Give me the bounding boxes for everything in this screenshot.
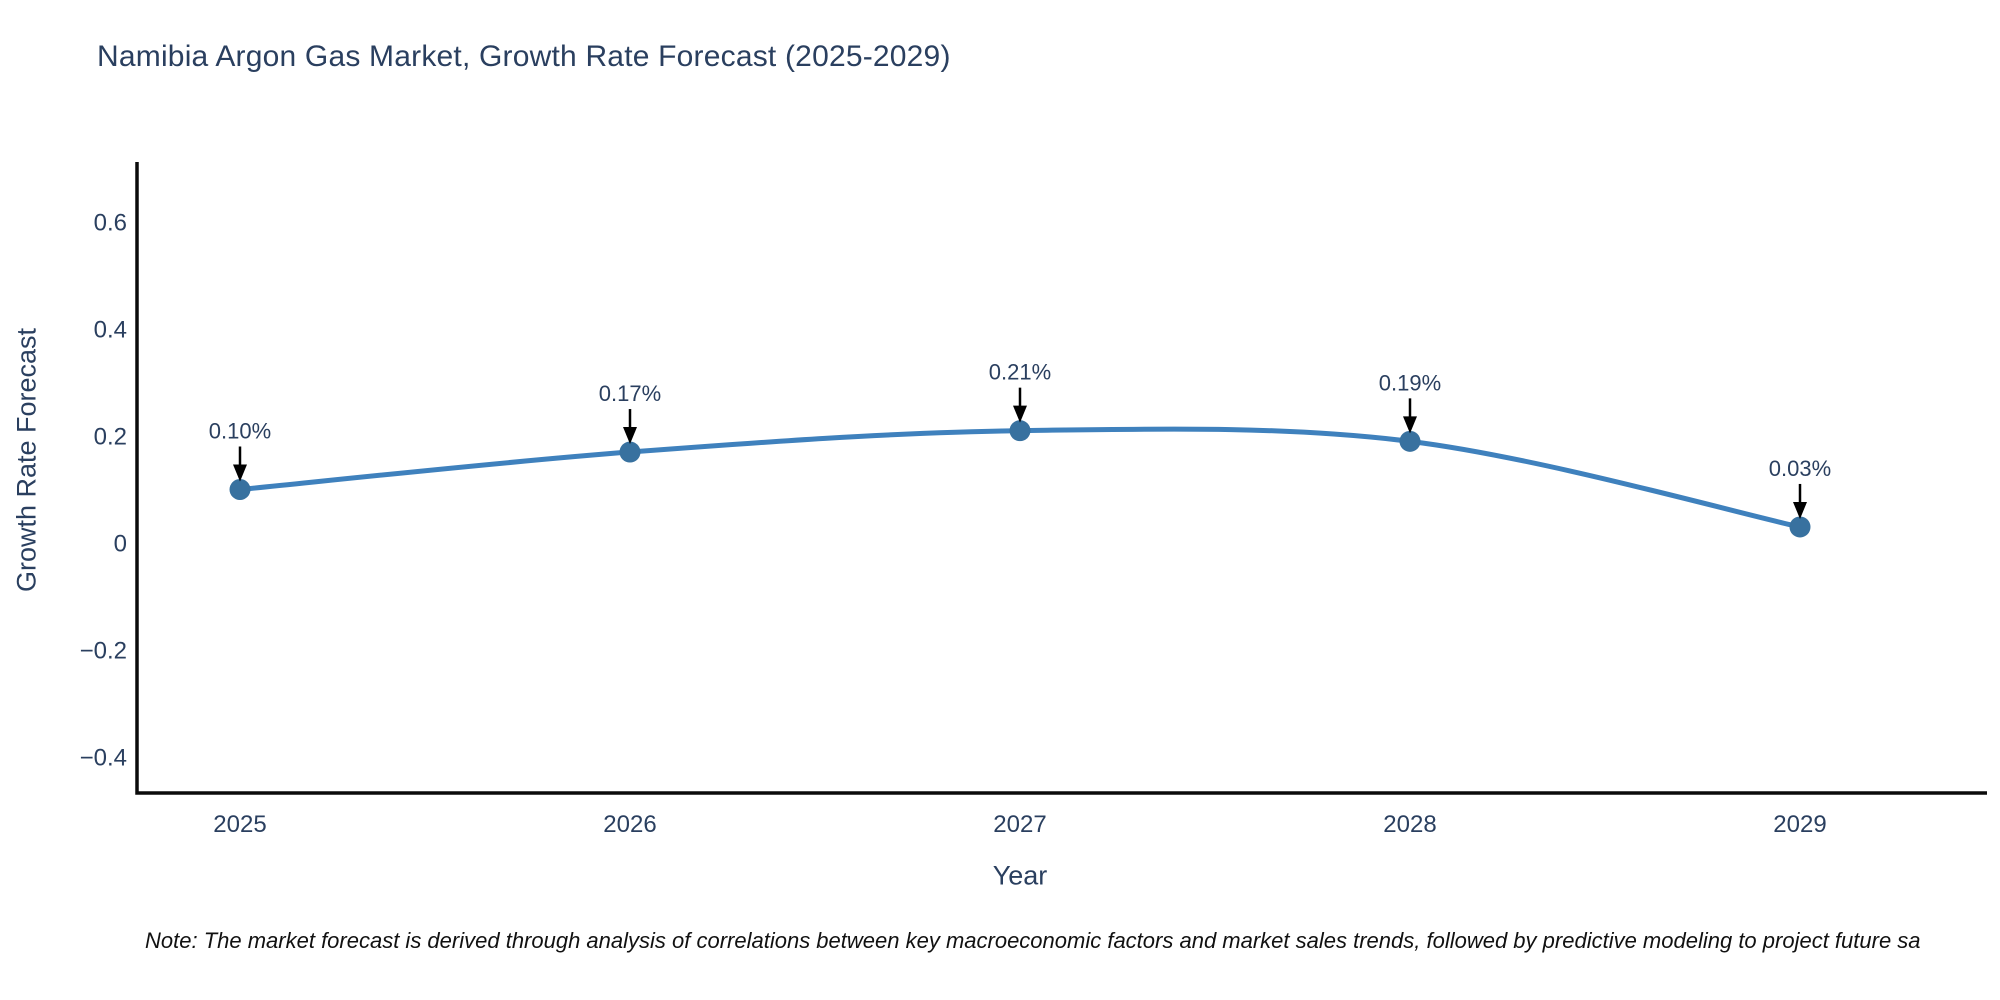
x-tick-label: 2029 <box>1773 811 1826 838</box>
annotation-arrowhead-icon <box>623 427 637 445</box>
forecast-line <box>237 426 1803 530</box>
y-tick-label: −0.4 <box>80 745 127 772</box>
x-tick-label: 2028 <box>1383 811 1436 838</box>
y-tick-label: 0 <box>114 531 127 558</box>
y-tick-label: 0.6 <box>94 210 127 237</box>
point-value-label: 0.19% <box>1379 370 1441 395</box>
annotation-arrowhead-icon <box>1403 416 1417 434</box>
footnote: Note: The market forecast is derived thr… <box>145 928 1921 953</box>
y-tick-label: 0.4 <box>94 317 127 344</box>
annotation-arrowhead-icon <box>1013 405 1027 423</box>
data-point-marker <box>1009 420 1031 442</box>
axis-spines <box>135 162 1987 795</box>
annotation-arrowhead-icon <box>233 464 247 482</box>
x-axis-title: Year <box>992 860 1048 891</box>
x-tick-label: 2025 <box>213 811 266 838</box>
data-point-marker <box>1399 430 1421 452</box>
chart-title: Namibia Argon Gas Market, Growth Rate Fo… <box>97 40 951 73</box>
x-tick-label: 2027 <box>993 811 1046 838</box>
point-value-label: 0.10% <box>209 419 271 444</box>
data-point-marker <box>1789 516 1811 538</box>
data-point-marker <box>619 441 641 463</box>
point-value-label: 0.03% <box>1769 456 1831 481</box>
y-tick-label: −0.2 <box>80 638 127 665</box>
annotation-arrowhead-icon <box>1793 501 1807 519</box>
data-point-marker <box>229 479 251 500</box>
y-tick-label: 0.2 <box>94 424 127 451</box>
point-value-label: 0.17% <box>599 381 661 406</box>
point-value-label: 0.21% <box>989 360 1051 385</box>
x-tick-label: 2026 <box>603 811 656 838</box>
